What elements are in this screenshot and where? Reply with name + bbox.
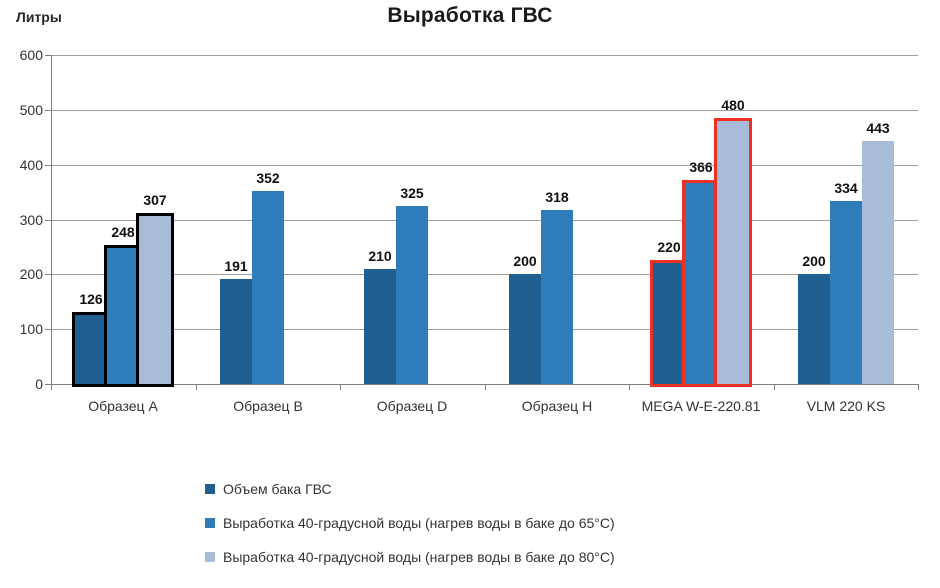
bar-Образец H-series1 (509, 274, 541, 384)
bar-Образец A-series1 (72, 312, 110, 387)
bar-value-label: 352 (256, 170, 280, 186)
bar-value-label: 443 (866, 120, 890, 136)
bar-value-label: 126 (79, 291, 103, 307)
x-tick-mark-3 (485, 384, 486, 390)
bar-Образец B-series2 (252, 191, 284, 384)
x-category-label: Образец H (521, 398, 593, 414)
x-axis-line (51, 384, 918, 385)
gridline-y-100 (51, 329, 918, 330)
chart-title: Выработка ГВС (387, 4, 553, 27)
x-tick-mark-6 (918, 384, 919, 390)
gridline-y-500 (51, 110, 918, 111)
x-tick-mark-0 (51, 384, 52, 390)
y-axis-line (51, 55, 52, 390)
bar-Образец A-series2 (104, 245, 142, 387)
x-category-label: MEGA W-E-220.81 (641, 398, 761, 414)
bar-Образец D-series1 (364, 269, 396, 384)
bar-VLM 220 KS-series2 (830, 201, 862, 384)
x-category-label: Образец A (88, 398, 158, 414)
legend-item-2: Выработка 40-градусной воды (нагрев воды… (205, 515, 615, 549)
gridline-y-200 (51, 274, 918, 275)
y-tick-mark-600 (45, 55, 51, 56)
y-tick-label-0: 0 (35, 376, 43, 392)
legend-item-3: Выработка 40-градусной воды (нагрев воды… (205, 549, 615, 583)
bar-value-label: 210 (368, 248, 392, 264)
bar-value-label: 325 (400, 185, 424, 201)
y-axis-title: Литры (16, 9, 62, 25)
bar-Образец A-series3 (136, 213, 174, 387)
y-tick-label-400: 400 (19, 157, 43, 173)
bar-value-label: 220 (657, 239, 681, 255)
y-tick-label-300: 300 (19, 212, 43, 228)
bar-Образец B-series1 (220, 279, 252, 384)
y-tick-mark-100 (45, 329, 51, 330)
bar-value-label: 366 (689, 159, 713, 175)
bar-value-label: 191 (224, 258, 248, 274)
y-tick-mark-400 (45, 165, 51, 166)
gridline-y-400 (51, 165, 918, 166)
x-tick-mark-2 (340, 384, 341, 390)
legend-label: Выработка 40-градусной воды (нагрев воды… (223, 515, 615, 531)
y-tick-mark-200 (45, 274, 51, 275)
bar-value-label: 200 (513, 253, 537, 269)
legend-swatch-icon (205, 518, 215, 528)
legend-swatch-icon (205, 552, 215, 562)
x-category-label: Образец D (376, 398, 448, 414)
x-category-label: Образец B (233, 398, 303, 414)
y-tick-mark-0 (45, 384, 51, 385)
legend-swatch-icon (205, 484, 215, 494)
bar-value-label: 248 (111, 224, 135, 240)
y-tick-label-500: 500 (19, 102, 43, 118)
x-tick-mark-1 (196, 384, 197, 390)
legend-label: Выработка 40-градусной воды (нагрев воды… (223, 549, 615, 565)
y-tick-mark-500 (45, 110, 51, 111)
bar-MEGA W-E-220.81-series3 (714, 118, 752, 387)
bar-value-label: 200 (802, 253, 826, 269)
bar-VLM 220 KS-series3 (862, 141, 894, 384)
x-category-label: VLM 220 KS (806, 398, 886, 414)
bar-value-label: 480 (721, 97, 745, 113)
legend-label: Объем бака ГВС (223, 481, 332, 497)
legend-item-1: Объем бака ГВС (205, 481, 615, 515)
y-tick-label-600: 600 (19, 47, 43, 63)
x-tick-mark-4 (629, 384, 630, 390)
legend: Объем бака ГВС Выработка 40-градусной вод… (205, 481, 615, 583)
bar-value-label: 307 (143, 192, 167, 208)
x-tick-mark-5 (774, 384, 775, 390)
bar-Образец H-series2 (541, 210, 573, 384)
bar-VLM 220 KS-series1 (798, 274, 830, 384)
gridline-y-300 (51, 220, 918, 221)
y-tick-label-100: 100 (19, 321, 43, 337)
y-tick-mark-300 (45, 220, 51, 221)
bar-MEGA W-E-220.81-series1 (650, 260, 688, 387)
gridline-y-600 (51, 55, 918, 56)
bar-MEGA W-E-220.81-series2 (682, 180, 720, 387)
y-tick-label-200: 200 (19, 266, 43, 282)
bar-Образец D-series2 (396, 206, 428, 384)
bar-value-label: 318 (545, 189, 569, 205)
bar-value-label: 334 (834, 180, 858, 196)
